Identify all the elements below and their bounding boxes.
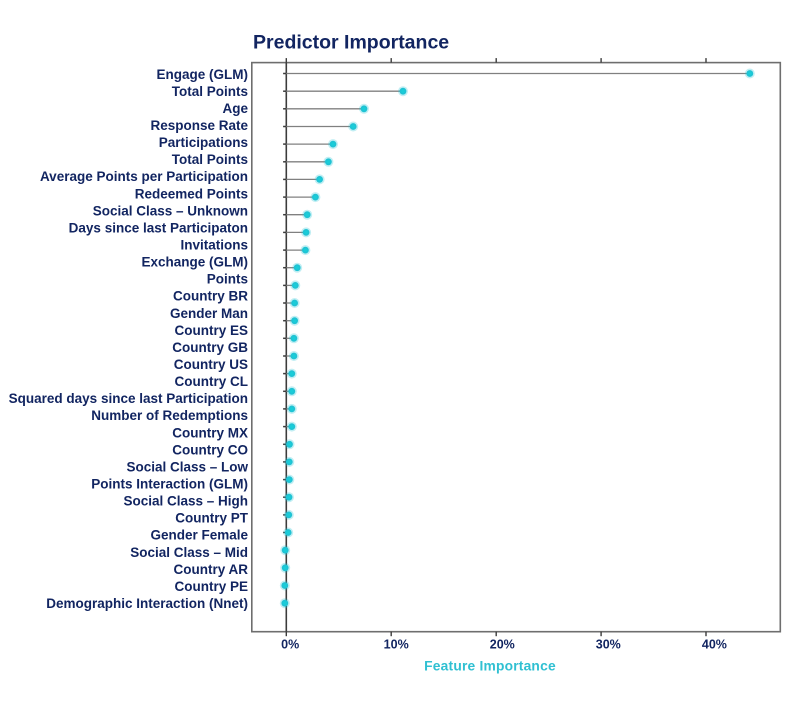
svg-text:0%: 0% [281,638,299,652]
svg-text:Number of Redemptions: Number of Redemptions [91,408,248,423]
svg-text:Predictor Importance: Predictor Importance [253,32,449,54]
svg-text:Gender Female: Gender Female [150,528,248,543]
svg-text:Participations: Participations [159,135,248,150]
svg-text:Total Points: Total Points [172,84,248,99]
svg-text:Gender Man: Gender Man [170,306,248,321]
svg-text:Country CL: Country CL [175,374,249,389]
svg-text:Redeemed Points: Redeemed Points [135,186,248,201]
svg-text:Social Class – Mid: Social Class – Mid [130,545,248,560]
svg-text:Engage (GLM): Engage (GLM) [157,67,249,82]
svg-text:Response Rate: Response Rate [150,118,248,133]
svg-text:Days since last Participaton: Days since last Participaton [69,220,248,235]
svg-text:Country MX: Country MX [172,425,248,440]
svg-text:Points: Points [207,272,248,287]
svg-text:Points Interaction (GLM): Points Interaction (GLM) [91,477,248,492]
svg-text:Invitations: Invitations [180,238,248,253]
svg-text:Country CO: Country CO [172,442,248,457]
svg-text:Country GB: Country GB [172,340,248,355]
svg-text:Demographic Interaction (Nnet): Demographic Interaction (Nnet) [46,596,248,611]
svg-text:Country PE: Country PE [174,579,248,594]
svg-text:Country ES: Country ES [174,323,248,338]
svg-text:20%: 20% [490,638,515,652]
svg-text:Squared days since last Partic: Squared days since last Participation [9,391,248,406]
svg-text:10%: 10% [384,638,409,652]
svg-text:Country US: Country US [174,357,248,372]
svg-text:Social Class – High: Social Class – High [123,494,248,509]
svg-text:Age: Age [222,101,248,116]
svg-text:Total Points: Total Points [172,152,248,167]
svg-text:40%: 40% [702,638,727,652]
svg-text:Country AR: Country AR [174,562,249,577]
svg-text:Social Class – Low: Social Class – Low [126,459,248,474]
svg-text:30%: 30% [596,638,621,652]
svg-text:Country PT: Country PT [175,511,249,526]
svg-text:Social Class – Unknown: Social Class – Unknown [93,203,248,218]
svg-text:Exchange (GLM): Exchange (GLM) [141,255,248,270]
svg-text:Country BR: Country BR [173,289,248,304]
svg-text:Average Points per Participati: Average Points per Participation [40,169,248,184]
svg-text:Feature Importance: Feature Importance [424,659,556,674]
